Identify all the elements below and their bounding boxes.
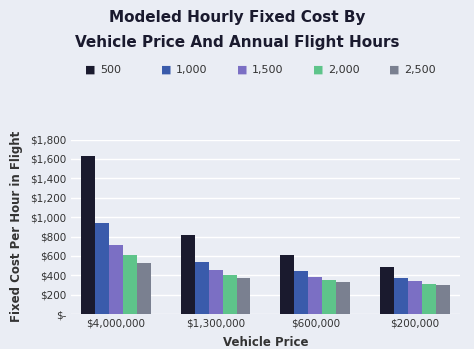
Text: 1,000: 1,000 bbox=[176, 65, 208, 75]
Text: 2,000: 2,000 bbox=[328, 65, 360, 75]
Bar bbox=[380, 267, 394, 314]
Bar bbox=[195, 262, 209, 314]
Y-axis label: Fixed Cost Per Hour in Flight: Fixed Cost Per Hour in Flight bbox=[10, 131, 23, 322]
Text: 1,500: 1,500 bbox=[252, 65, 283, 75]
Bar bbox=[436, 284, 450, 314]
Bar bbox=[223, 275, 237, 314]
Bar bbox=[137, 263, 151, 314]
Text: 500: 500 bbox=[100, 65, 121, 75]
Bar bbox=[408, 281, 422, 314]
Text: ■: ■ bbox=[161, 65, 172, 75]
Bar bbox=[209, 270, 223, 314]
Bar bbox=[294, 272, 308, 314]
Bar bbox=[322, 280, 336, 314]
Text: ■: ■ bbox=[85, 65, 96, 75]
Bar bbox=[237, 278, 250, 314]
Bar bbox=[281, 255, 294, 314]
Text: Vehicle Price And Annual Flight Hours: Vehicle Price And Annual Flight Hours bbox=[75, 35, 399, 50]
Bar bbox=[95, 223, 109, 314]
X-axis label: Vehicle Price: Vehicle Price bbox=[223, 336, 308, 349]
Text: ■: ■ bbox=[237, 65, 247, 75]
Bar bbox=[336, 282, 350, 314]
Text: Modeled Hourly Fixed Cost By: Modeled Hourly Fixed Cost By bbox=[109, 10, 365, 25]
Bar bbox=[109, 245, 123, 314]
Bar bbox=[422, 283, 436, 314]
Bar bbox=[123, 255, 137, 314]
Bar bbox=[308, 277, 322, 314]
Bar bbox=[81, 156, 95, 314]
Text: 2,500: 2,500 bbox=[404, 65, 436, 75]
Bar bbox=[394, 278, 408, 314]
Text: ■: ■ bbox=[313, 65, 323, 75]
Bar bbox=[181, 235, 195, 314]
Text: ■: ■ bbox=[389, 65, 399, 75]
